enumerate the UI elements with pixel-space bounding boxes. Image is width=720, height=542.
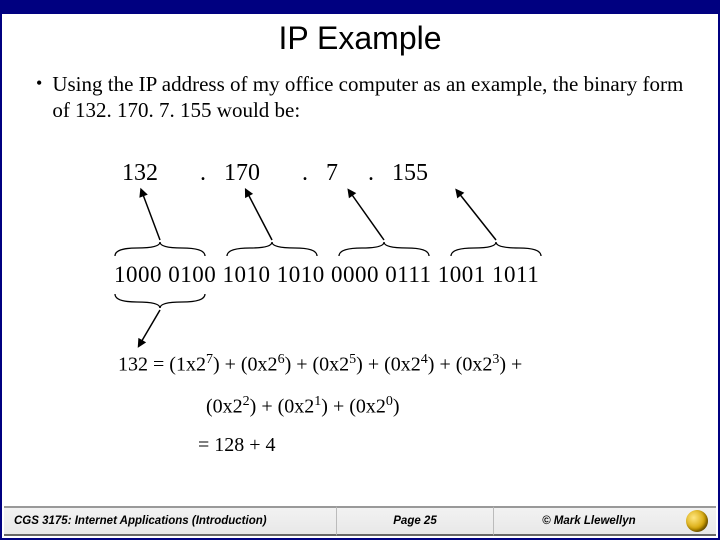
expansion-line-2: (0x22) + (0x21) + (0x20)	[206, 394, 400, 419]
dot-1: .	[182, 160, 224, 187]
decimal-row: 132 . 170 . 7 . 155	[122, 160, 602, 187]
footer-copyright-text: © Mark Llewellyn	[542, 515, 635, 527]
octet-3: 7	[326, 160, 350, 187]
binary-row: 1000 0100 1010 1010 0000 0111 1001 1011	[114, 262, 539, 288]
footer-copyright: © Mark Llewellyn	[494, 506, 716, 536]
footer: CGS 3175: Internet Applications (Introdu…	[4, 506, 716, 536]
ucf-logo-icon	[686, 510, 708, 532]
bullet-text: Using the IP address of my office comput…	[52, 71, 684, 124]
octet-1: 132	[122, 160, 182, 187]
bullet: • Using the IP address of my office comp…	[2, 71, 718, 124]
slide-title: IP Example	[2, 20, 718, 57]
expansion-sum: = 128 + 4	[198, 434, 276, 457]
dot-2: .	[284, 160, 326, 187]
footer-course: CGS 3175: Internet Applications (Introdu…	[4, 506, 337, 536]
octet-2: 170	[224, 160, 284, 187]
expansion-line-1: 132 = (1x27) + (0x26) + (0x25) + (0x24) …	[118, 352, 522, 377]
bullet-marker: •	[36, 71, 42, 96]
title-bar	[2, 2, 718, 14]
dot-3: .	[350, 160, 392, 187]
footer-page: Page 25	[337, 506, 494, 536]
slide: IP Example • Using the IP address of my …	[0, 0, 720, 540]
octet-4: 155	[392, 160, 442, 187]
